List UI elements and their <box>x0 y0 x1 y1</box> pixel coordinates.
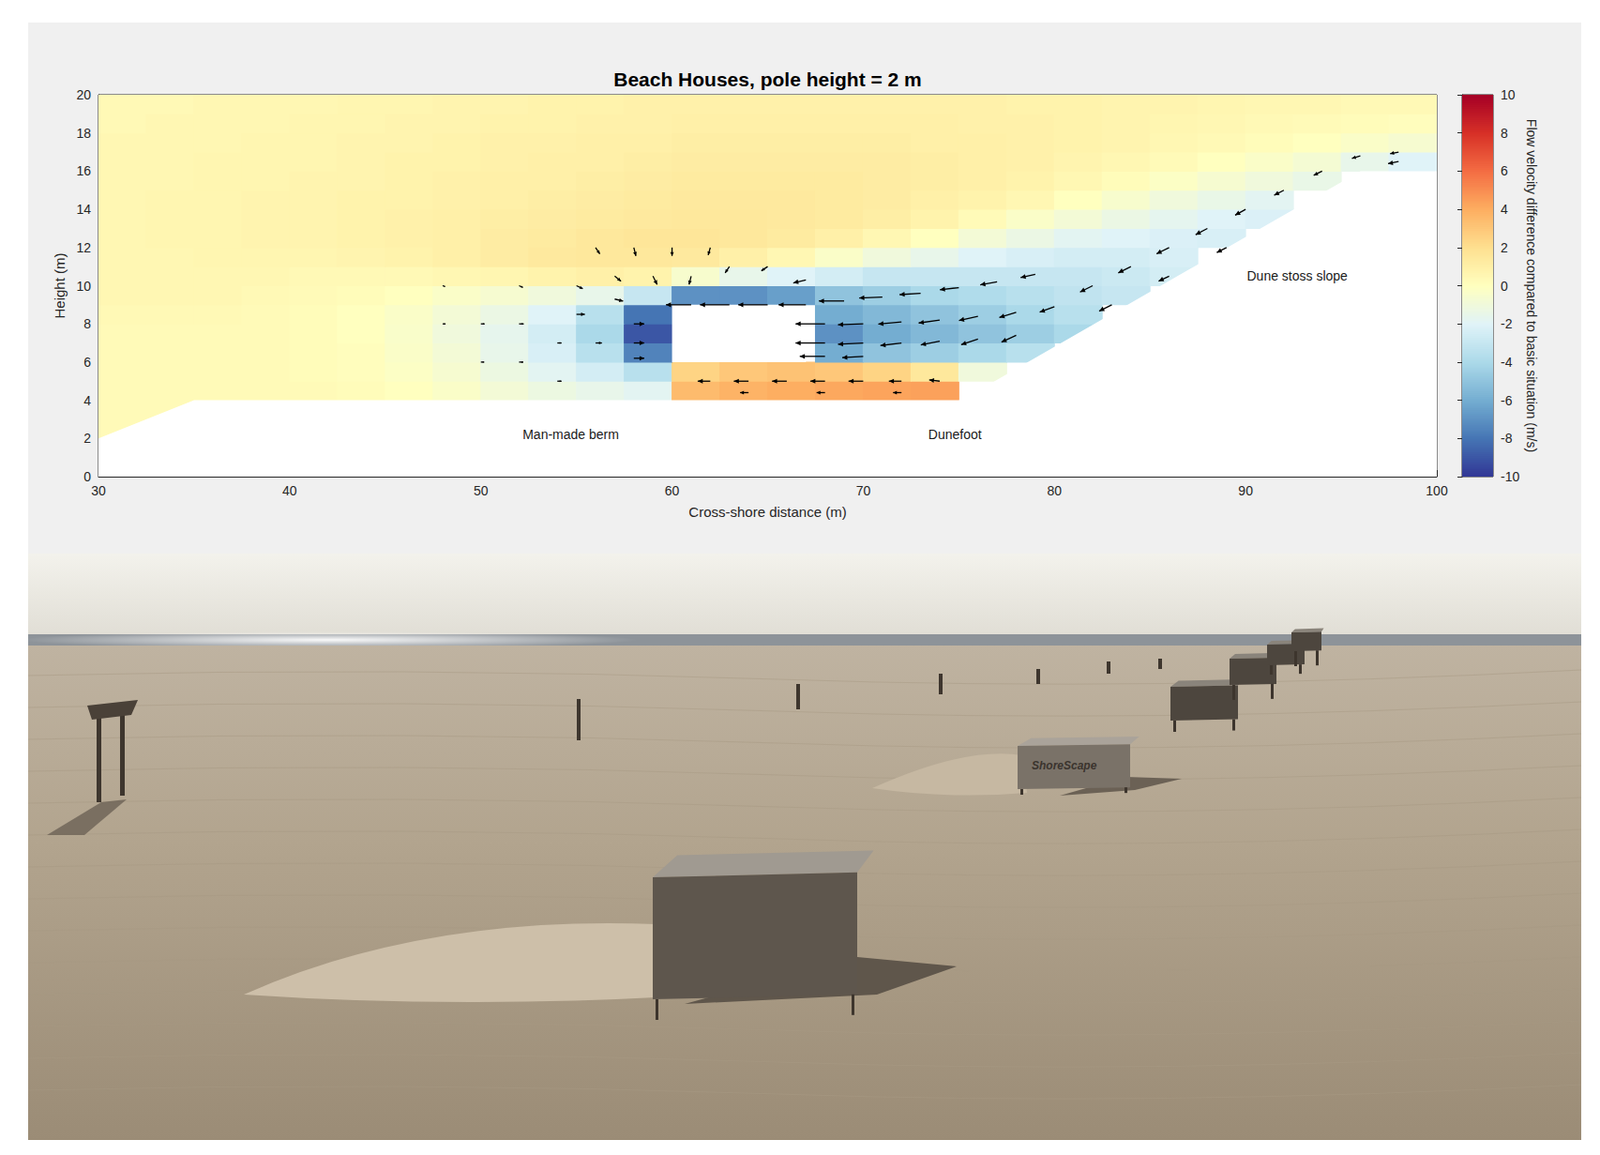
svg-text:12: 12 <box>75 240 91 256</box>
svg-text:Flow velocity difference compa: Flow velocity difference compared to bas… <box>1524 119 1540 453</box>
svg-text:100: 100 <box>1425 483 1449 499</box>
svg-text:60: 60 <box>664 483 680 499</box>
svg-text:16: 16 <box>75 163 91 179</box>
svg-text:30: 30 <box>90 483 106 499</box>
svg-text:40: 40 <box>282 483 298 499</box>
svg-text:0: 0 <box>83 468 91 484</box>
svg-text:20: 20 <box>75 87 91 103</box>
svg-text:50: 50 <box>473 483 489 499</box>
svg-text:Beach Houses, pole height = 2: Beach Houses, pole height = 2 m <box>613 68 922 91</box>
svg-text:80: 80 <box>1046 483 1062 499</box>
svg-text:6: 6 <box>1500 163 1509 179</box>
svg-text:8: 8 <box>83 316 91 332</box>
svg-text:4: 4 <box>1500 201 1509 217</box>
svg-text:14: 14 <box>75 201 91 217</box>
svg-text:-10: -10 <box>1500 468 1520 484</box>
svg-text:90: 90 <box>1237 483 1253 499</box>
svg-text:10: 10 <box>1500 87 1516 103</box>
svg-text:8: 8 <box>1500 125 1509 141</box>
svg-text:4: 4 <box>83 392 91 408</box>
svg-text:Dune stoss slope: Dune stoss slope <box>1246 268 1348 284</box>
svg-text:18: 18 <box>75 125 91 141</box>
svg-text:Dunefoot: Dunefoot <box>928 426 982 442</box>
svg-text:6: 6 <box>83 354 91 370</box>
svg-text:2: 2 <box>1500 240 1509 256</box>
svg-text:ShoreScape: ShoreScape <box>1031 758 1098 772</box>
svg-text:0: 0 <box>1500 278 1509 294</box>
svg-text:Man-made berm: Man-made berm <box>522 426 619 442</box>
svg-text:10: 10 <box>75 278 91 294</box>
svg-text:70: 70 <box>856 483 872 499</box>
svg-text:Height (m): Height (m) <box>51 252 68 318</box>
svg-text:-8: -8 <box>1500 430 1513 446</box>
svg-text:-4: -4 <box>1500 354 1513 370</box>
svg-text:-2: -2 <box>1500 316 1513 332</box>
svg-text:Cross-shore distance (m): Cross-shore distance (m) <box>688 503 846 520</box>
svg-text:2: 2 <box>83 430 91 446</box>
svg-text:-6: -6 <box>1500 392 1513 408</box>
